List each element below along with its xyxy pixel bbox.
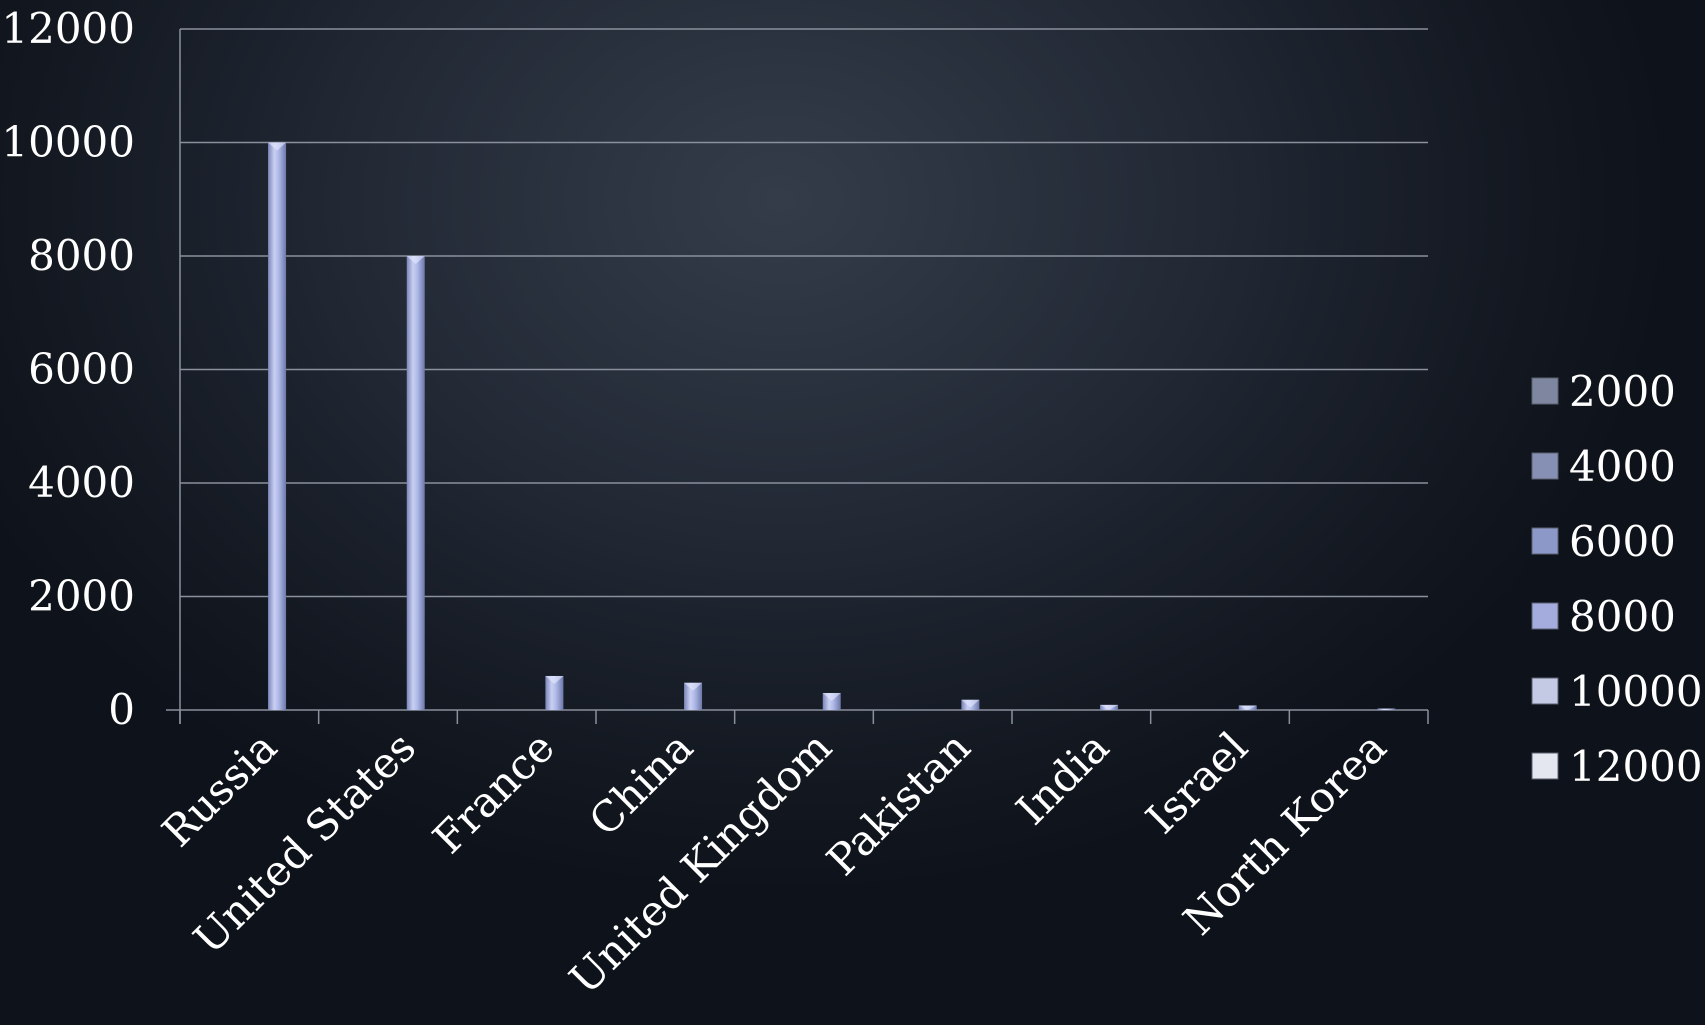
x-tick-label: United Kingdom bbox=[560, 722, 841, 1003]
legend-swatch bbox=[1531, 677, 1559, 705]
bar bbox=[684, 682, 703, 710]
legend: 2000 4000 6000 8000 10000 12000 bbox=[1531, 367, 1703, 791]
legend-entry-label: 4000 bbox=[1569, 442, 1676, 491]
y-tick-label: 4000 bbox=[28, 458, 135, 507]
y-tick-label: 0 bbox=[108, 685, 135, 734]
bar-cap bbox=[961, 699, 980, 708]
x-tick-label: Israel bbox=[1136, 722, 1257, 843]
legend-swatch bbox=[1531, 602, 1559, 630]
legend-entry-label: 10000 bbox=[1569, 667, 1703, 716]
axes bbox=[166, 29, 1429, 724]
bar bbox=[822, 692, 841, 710]
gridlines bbox=[180, 28, 1428, 598]
y-tick-label: 8000 bbox=[28, 231, 135, 280]
bar-cap bbox=[1377, 708, 1396, 710]
bar-cap bbox=[1238, 705, 1257, 710]
y-tick-label: 2000 bbox=[28, 572, 135, 621]
bars bbox=[268, 142, 1396, 710]
legend-swatch bbox=[1531, 452, 1559, 480]
bar-cap bbox=[684, 682, 703, 691]
bar bbox=[406, 256, 425, 710]
y-tick-label: 10000 bbox=[1, 118, 135, 167]
legend-entry-label: 6000 bbox=[1569, 517, 1676, 566]
legend-entry-label: 2000 bbox=[1569, 367, 1676, 416]
bar-cap bbox=[822, 692, 841, 701]
legend-swatch bbox=[1531, 752, 1559, 780]
legend-swatch bbox=[1531, 527, 1559, 555]
x-tick-label: India bbox=[1007, 722, 1119, 834]
legend-entry-label: 12000 bbox=[1569, 742, 1703, 791]
x-tick-label: China bbox=[580, 722, 703, 845]
legend-entry-label: 8000 bbox=[1569, 592, 1676, 641]
bar bbox=[545, 675, 564, 710]
y-tick-labels: 0 2000 4000 6000 8000 10000 12000 bbox=[1, 4, 135, 734]
bar-cap bbox=[406, 256, 425, 264]
y-tick-label: 12000 bbox=[1, 4, 135, 53]
bar-cap bbox=[268, 142, 287, 151]
x-tick-label: France bbox=[423, 722, 563, 862]
bar bbox=[268, 142, 287, 710]
bar-cap bbox=[545, 675, 564, 684]
y-tick-label: 6000 bbox=[28, 345, 135, 394]
bar-cap bbox=[1100, 704, 1119, 710]
legend-swatch bbox=[1531, 377, 1559, 405]
x-tick-label: Russia bbox=[153, 722, 287, 856]
x-tick-label: Pakistan bbox=[817, 722, 980, 885]
